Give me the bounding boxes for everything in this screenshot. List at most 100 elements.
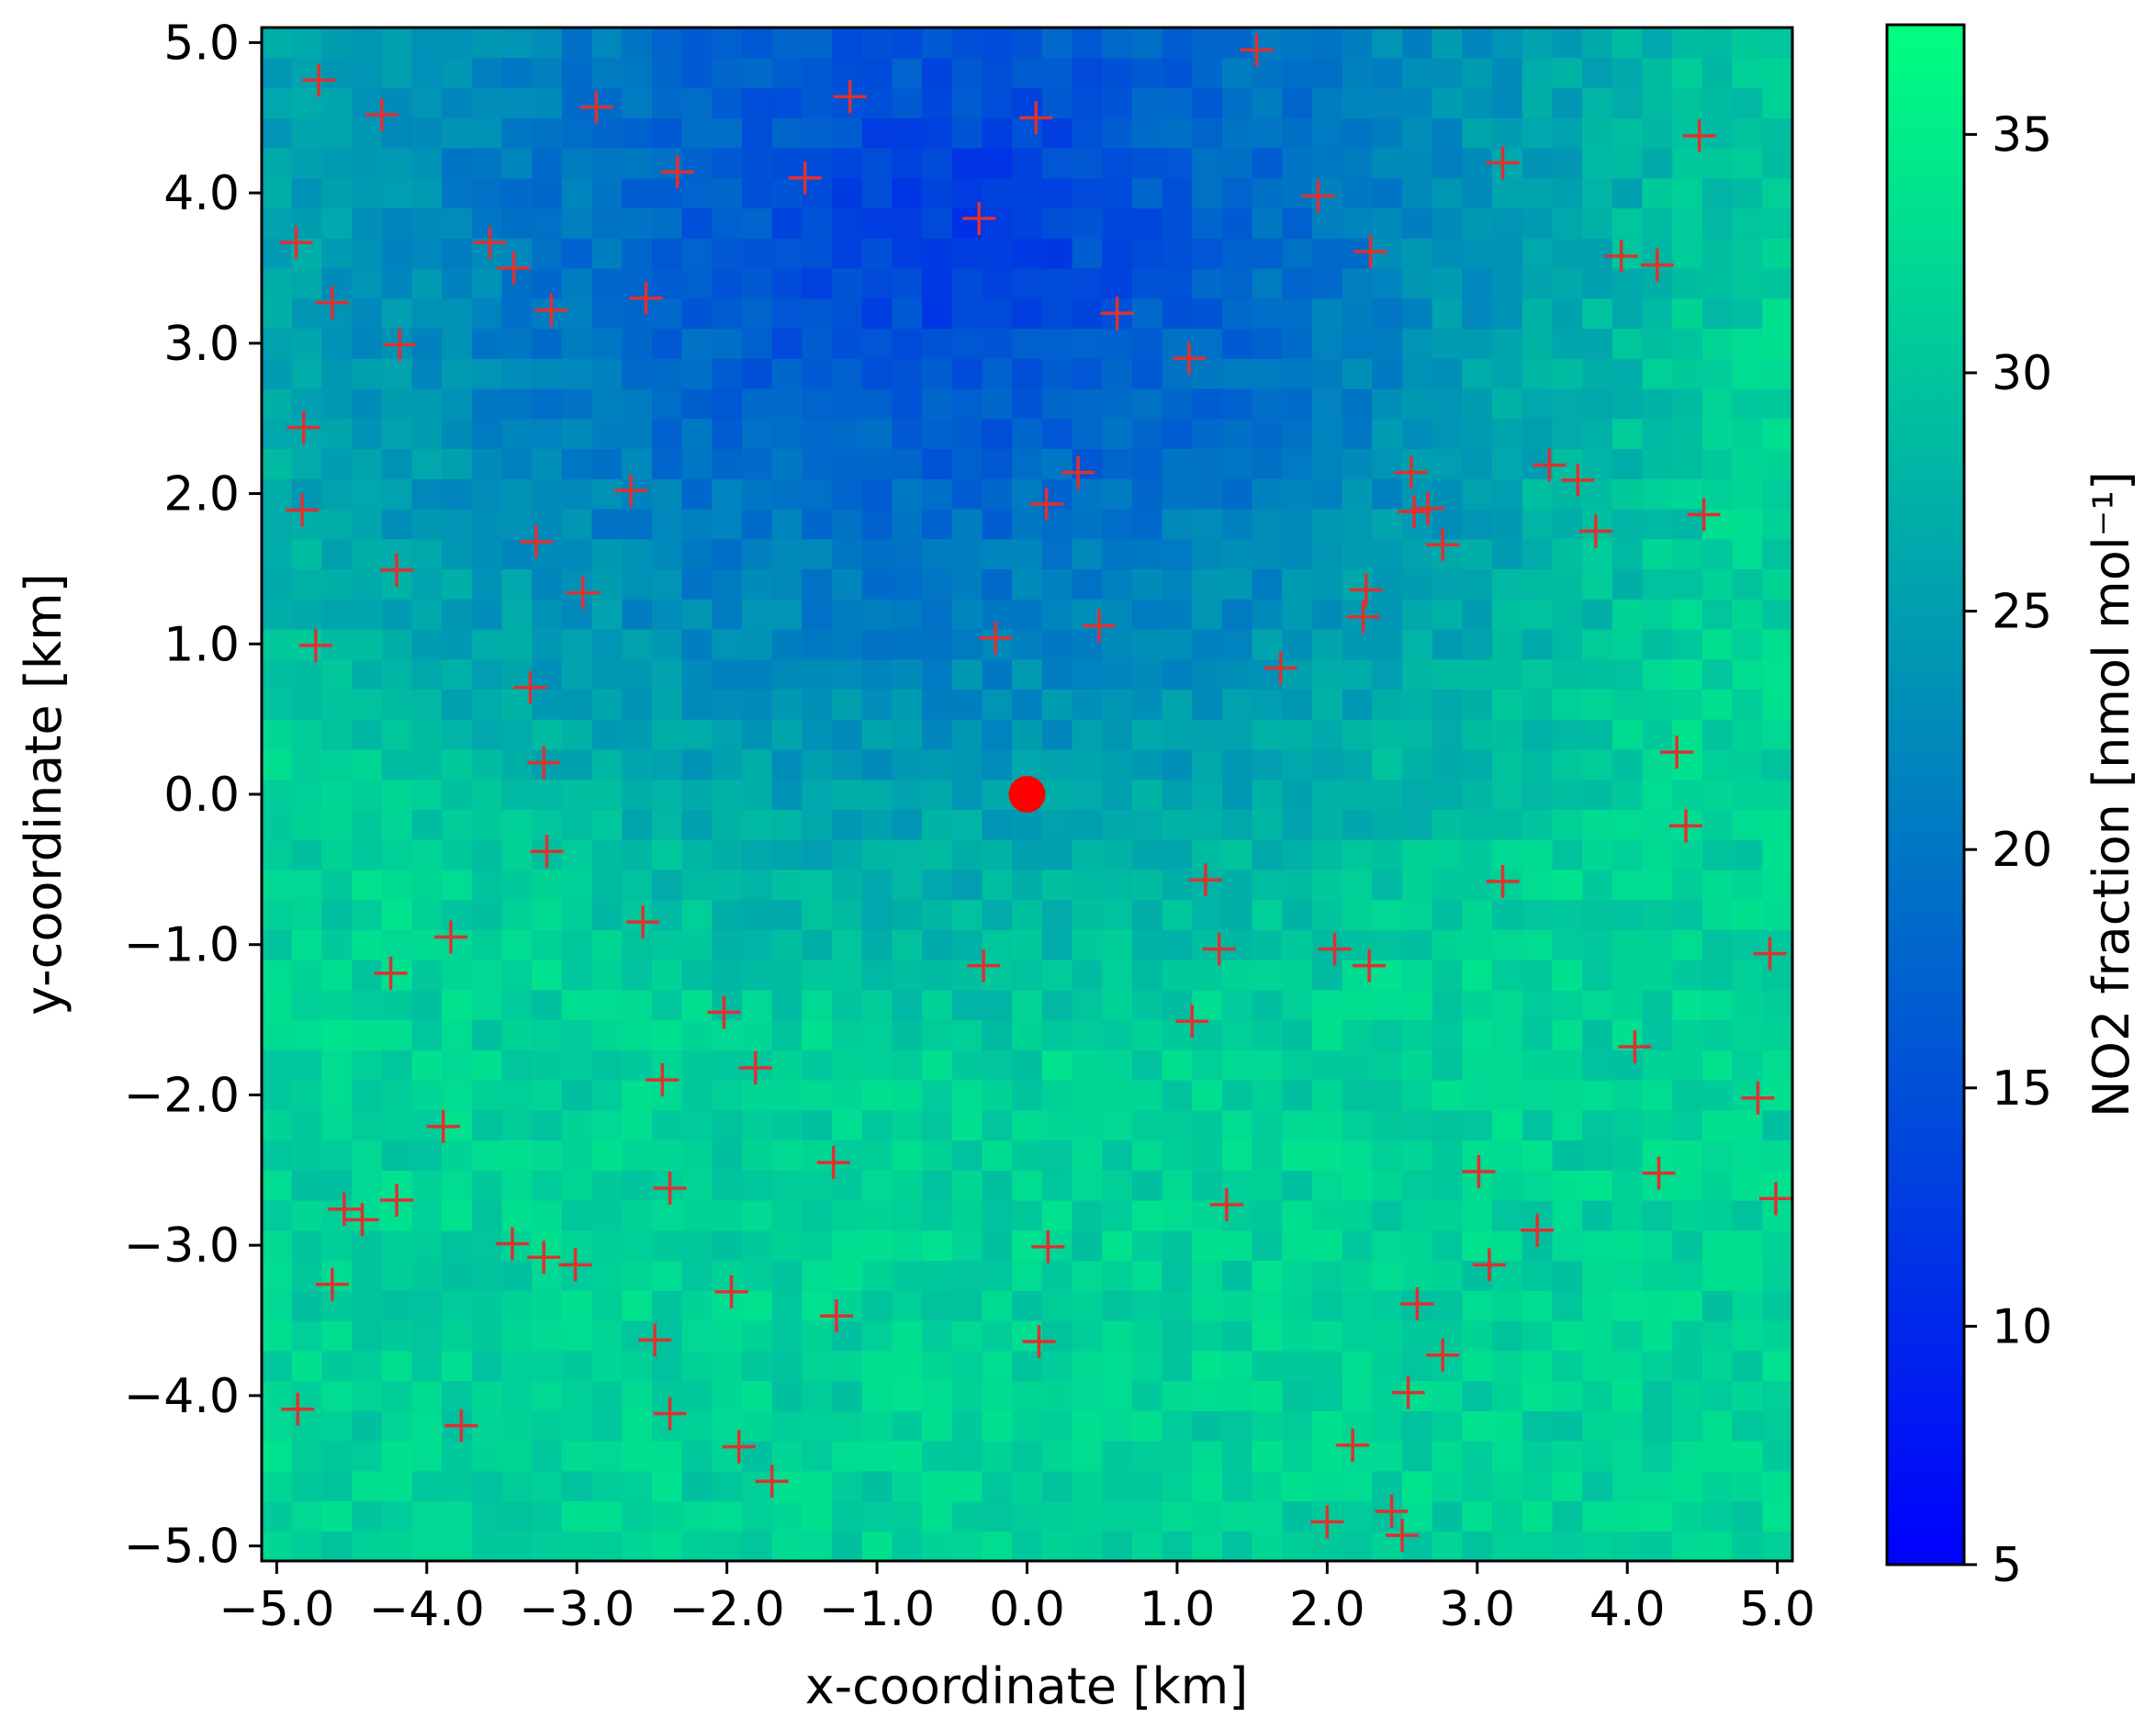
heatmap-cell	[1762, 599, 1792, 630]
heatmap-cell	[892, 839, 923, 870]
heatmap-cell	[1192, 989, 1223, 1021]
heatmap-cell	[771, 1410, 803, 1442]
heatmap-cell	[622, 267, 653, 299]
heatmap-cell	[442, 1080, 473, 1111]
heatmap-cell	[712, 658, 743, 690]
heatmap-cell	[712, 448, 743, 479]
heatmap-cell	[832, 599, 863, 630]
heatmap-cell	[802, 478, 833, 510]
heatmap-cell	[1252, 689, 1283, 720]
heatmap-cell	[321, 1380, 353, 1411]
heatmap-cell	[1762, 658, 1792, 690]
heatmap-cell	[1701, 87, 1734, 118]
heatmap-cell	[1402, 960, 1433, 991]
heatmap-cell	[1072, 658, 1103, 690]
heatmap-cell	[771, 599, 803, 630]
heatmap-cell	[892, 748, 923, 780]
heatmap-cell	[1252, 869, 1283, 901]
heatmap-cell	[1162, 448, 1193, 479]
heatmap-cell	[1552, 960, 1583, 991]
heatmap-cell	[1221, 238, 1253, 269]
heatmap-cell	[352, 809, 383, 840]
heatmap-cell	[1252, 929, 1283, 960]
heatmap-cell	[262, 478, 293, 510]
heatmap-cell	[1462, 960, 1493, 991]
heatmap-cell	[411, 1019, 443, 1050]
y-tick-label: −3.0	[124, 1218, 240, 1274]
heatmap-cell	[1102, 1140, 1133, 1171]
heatmap-cell	[381, 1350, 413, 1382]
heatmap-cell	[1041, 28, 1073, 59]
heatmap-cell	[1252, 1200, 1283, 1231]
heatmap-cell	[532, 28, 563, 59]
heatmap-cell	[291, 1350, 322, 1382]
heatmap-cell	[471, 118, 503, 149]
heatmap-cell	[321, 568, 353, 600]
heatmap-cell	[651, 809, 683, 840]
heatmap-cell	[381, 1109, 413, 1141]
heatmap-cell	[1762, 1200, 1792, 1231]
heatmap-cell	[892, 358, 923, 389]
heatmap-cell	[681, 118, 713, 149]
heatmap-cell	[1492, 418, 1523, 450]
heatmap-cell	[262, 1140, 293, 1171]
heatmap-cell	[1162, 57, 1193, 89]
heatmap-cell	[1041, 298, 1073, 330]
heatmap-cell	[381, 1470, 413, 1502]
heatmap-cell	[1642, 1380, 1673, 1411]
heatmap-cell	[471, 418, 503, 450]
heatmap-cell	[1642, 177, 1673, 209]
heatmap-cell	[1312, 658, 1343, 690]
heatmap-cell	[262, 147, 293, 179]
heatmap-cell	[1611, 568, 1644, 600]
heatmap-cell	[1642, 748, 1673, 780]
heatmap-cell	[681, 1019, 713, 1050]
heatmap-cell	[501, 599, 533, 630]
heatmap-cell	[1701, 1019, 1734, 1050]
heatmap-cell	[411, 1470, 443, 1502]
heatmap-cell	[1102, 1410, 1133, 1442]
heatmap-cell	[1672, 238, 1703, 269]
heatmap-cell	[1611, 1531, 1644, 1561]
heatmap-cell	[262, 748, 293, 780]
heatmap-cell	[982, 839, 1013, 870]
heatmap-cell	[1522, 267, 1554, 299]
colorbar-tick-label: 15	[1992, 1061, 2052, 1117]
heatmap-cell	[802, 1229, 833, 1262]
heatmap-cell	[1492, 1170, 1523, 1201]
heatmap-cell	[1402, 779, 1433, 810]
heatmap-cell	[1672, 1050, 1703, 1081]
heatmap-cell	[771, 177, 803, 209]
heatmap-cell	[1372, 689, 1403, 720]
heatmap-cell	[1582, 57, 1613, 89]
heatmap-cell	[411, 599, 443, 630]
heatmap-cell	[1012, 87, 1043, 118]
site-marker-plus	[833, 80, 867, 114]
heatmap-cell	[1672, 1410, 1703, 1442]
heatmap-cell	[802, 1470, 833, 1502]
heatmap-cell	[1372, 118, 1403, 149]
heatmap-cell	[501, 929, 533, 960]
heatmap-cell	[1552, 1500, 1583, 1532]
heatmap-cell	[951, 267, 983, 299]
heatmap-cell	[442, 387, 473, 420]
heatmap-cell	[1312, 508, 1343, 540]
heatmap-cell	[532, 387, 563, 420]
heatmap-cell	[1732, 1019, 1763, 1050]
heatmap-cell	[352, 238, 383, 269]
heatmap-cell	[1432, 1410, 1464, 1442]
heatmap-cell	[1432, 1109, 1464, 1141]
site-marker-plus	[444, 1409, 478, 1443]
heatmap-cell	[951, 779, 983, 810]
heatmap-cell	[712, 508, 743, 540]
heatmap-cell	[591, 748, 623, 780]
heatmap-cell	[561, 238, 593, 269]
heatmap-cell	[741, 28, 773, 59]
heatmap-cell	[471, 1019, 503, 1050]
source-point-marker	[1008, 776, 1046, 813]
heatmap-cell	[1462, 869, 1493, 901]
site-marker-plus	[495, 1227, 529, 1261]
heatmap-cell	[1732, 1170, 1763, 1201]
heatmap-cell	[712, 28, 743, 59]
heatmap-cell	[1762, 208, 1792, 239]
